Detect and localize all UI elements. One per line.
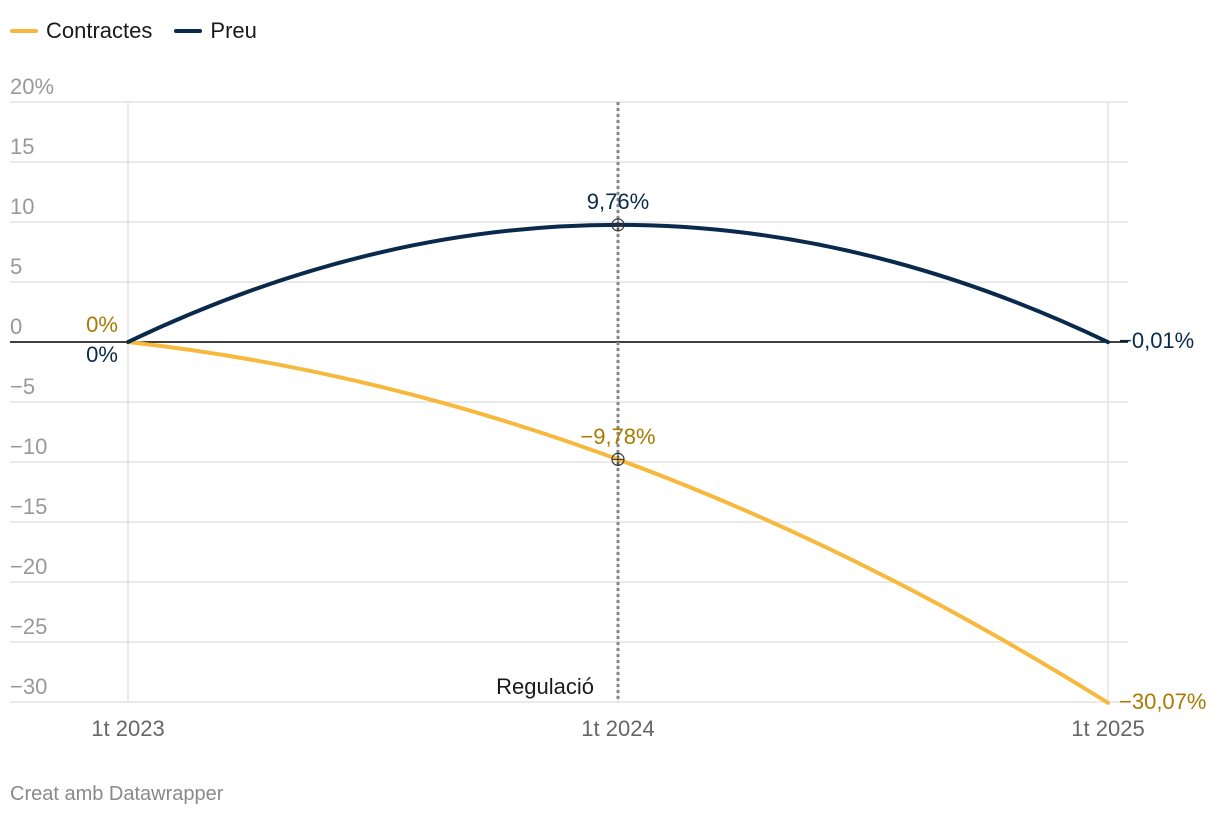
data-label-preu-mid: 9,76% xyxy=(587,189,649,214)
y-tick-label: 0 xyxy=(10,314,22,339)
legend-item-contractes[interactable]: Contractes xyxy=(10,18,152,44)
line-chart: 20% 15 10 5 0 −5 −10 −15 −20 −25 −30 1t 2023 1t 2024… xyxy=(10,74,1206,741)
y-tick-label: 5 xyxy=(10,254,22,279)
y-tick-label: 15 xyxy=(10,134,34,159)
y-tick-label: 10 xyxy=(10,194,34,219)
legend-label-preu: Preu xyxy=(210,18,257,43)
legend-label-contractes: Contractes xyxy=(46,18,153,43)
credit-text: Creat amb Datawrapper xyxy=(10,783,224,805)
data-label-preu-start: 0% xyxy=(86,342,118,367)
x-tick-label: 1t 2025 xyxy=(1071,716,1144,741)
x-tick-label: 1t 2024 xyxy=(581,716,654,741)
legend-item-preu[interactable]: Preu xyxy=(174,18,257,44)
y-tick-label: −15 xyxy=(10,494,47,519)
legend-swatch-preu xyxy=(174,29,203,33)
data-label-contractes-end: −30,07% xyxy=(1119,689,1206,714)
legend: Contractes Preu xyxy=(10,17,279,45)
y-tick-label: −5 xyxy=(10,374,35,399)
y-tick-label: −10 xyxy=(10,434,47,459)
y-tick-label: −30 xyxy=(10,674,47,699)
x-tick-label: 1t 2023 xyxy=(91,716,164,741)
data-label-preu-end: −0,01% xyxy=(1119,328,1194,353)
y-tick-label: 20% xyxy=(10,74,54,99)
y-tick-label: −20 xyxy=(10,554,47,579)
legend-swatch-contractes xyxy=(10,29,38,33)
y-tick-label: −25 xyxy=(10,614,47,639)
data-label-contractes-start: 0% xyxy=(86,312,118,337)
annotation-label: Regulació xyxy=(496,674,594,699)
data-label-contractes-mid: −9,78% xyxy=(580,424,655,449)
